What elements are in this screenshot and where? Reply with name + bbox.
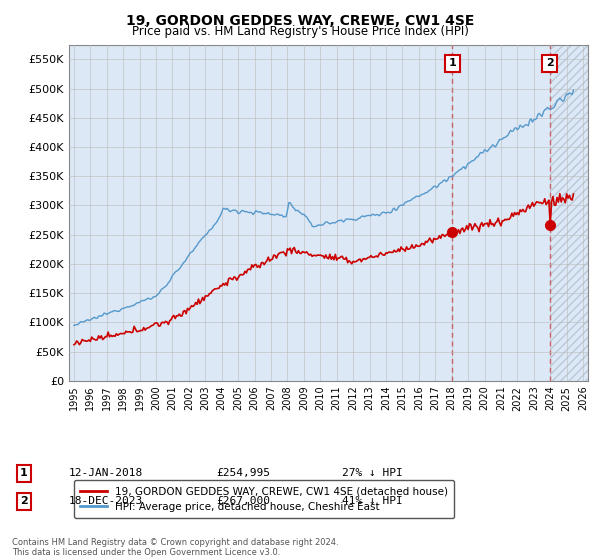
Bar — [550, 45, 588, 381]
Text: 1: 1 — [448, 58, 456, 68]
Text: 12-JAN-2018: 12-JAN-2018 — [69, 468, 143, 478]
Text: Contains HM Land Registry data © Crown copyright and database right 2024.
This d: Contains HM Land Registry data © Crown c… — [12, 538, 338, 557]
Text: 18-DEC-2023: 18-DEC-2023 — [69, 496, 143, 506]
Text: 2: 2 — [20, 496, 28, 506]
Text: Price paid vs. HM Land Registry's House Price Index (HPI): Price paid vs. HM Land Registry's House … — [131, 25, 469, 38]
Text: 1: 1 — [20, 468, 28, 478]
Text: 27% ↓ HPI: 27% ↓ HPI — [342, 468, 403, 478]
Legend: 19, GORDON GEDDES WAY, CREWE, CW1 4SE (detached house), HPI: Average price, deta: 19, GORDON GEDDES WAY, CREWE, CW1 4SE (d… — [74, 480, 454, 518]
Text: £254,995: £254,995 — [216, 468, 270, 478]
Text: 2: 2 — [545, 58, 553, 68]
Text: 19, GORDON GEDDES WAY, CREWE, CW1 4SE: 19, GORDON GEDDES WAY, CREWE, CW1 4SE — [126, 14, 474, 28]
Text: £267,000: £267,000 — [216, 496, 270, 506]
Text: 41% ↓ HPI: 41% ↓ HPI — [342, 496, 403, 506]
